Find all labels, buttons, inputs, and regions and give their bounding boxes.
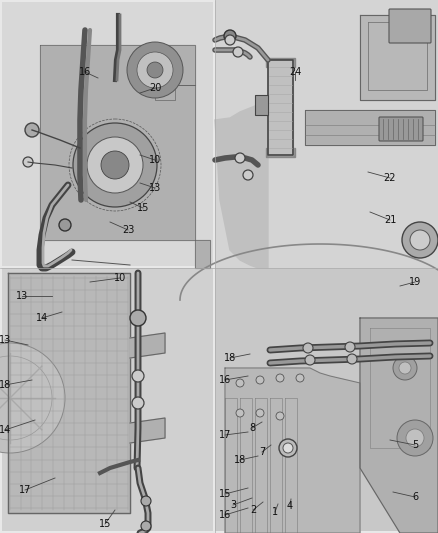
Circle shape xyxy=(130,310,146,326)
Circle shape xyxy=(347,354,357,364)
Circle shape xyxy=(345,342,355,352)
Circle shape xyxy=(243,170,253,180)
Bar xyxy=(215,0,438,268)
Bar xyxy=(2,2,213,266)
Text: 10: 10 xyxy=(114,273,126,283)
Polygon shape xyxy=(266,148,295,157)
Circle shape xyxy=(256,409,264,417)
Text: 6: 6 xyxy=(412,492,418,502)
Circle shape xyxy=(399,362,411,374)
Circle shape xyxy=(73,123,157,207)
Text: 23: 23 xyxy=(122,225,134,235)
Text: 17: 17 xyxy=(19,485,31,495)
Text: 15: 15 xyxy=(99,519,111,529)
Text: 18: 18 xyxy=(224,353,236,363)
Text: 14: 14 xyxy=(0,425,11,435)
Text: 14: 14 xyxy=(36,313,48,323)
Circle shape xyxy=(147,62,163,78)
Circle shape xyxy=(397,420,433,456)
Polygon shape xyxy=(270,398,282,533)
Circle shape xyxy=(276,412,284,420)
Circle shape xyxy=(256,376,264,384)
Polygon shape xyxy=(130,333,165,358)
Polygon shape xyxy=(240,398,252,533)
Text: 16: 16 xyxy=(219,510,231,520)
Circle shape xyxy=(410,230,430,250)
Text: 13: 13 xyxy=(149,183,161,193)
Polygon shape xyxy=(360,318,438,533)
Polygon shape xyxy=(360,15,435,100)
Circle shape xyxy=(236,409,244,417)
Circle shape xyxy=(127,42,183,98)
Circle shape xyxy=(141,521,151,531)
Circle shape xyxy=(101,151,129,179)
Text: 24: 24 xyxy=(289,67,301,77)
Circle shape xyxy=(236,379,244,387)
Text: 18: 18 xyxy=(234,455,246,465)
Circle shape xyxy=(25,123,39,137)
Text: 16: 16 xyxy=(79,67,91,77)
Text: 3: 3 xyxy=(230,500,236,510)
Text: 17: 17 xyxy=(219,430,231,440)
Circle shape xyxy=(303,343,313,353)
Circle shape xyxy=(87,137,143,193)
Circle shape xyxy=(305,355,315,365)
Text: 16: 16 xyxy=(219,375,231,385)
Text: 10: 10 xyxy=(149,155,161,165)
Text: 2: 2 xyxy=(250,505,256,515)
Text: 13: 13 xyxy=(16,291,28,301)
Circle shape xyxy=(296,374,304,382)
Circle shape xyxy=(233,47,243,57)
Polygon shape xyxy=(215,100,268,268)
Circle shape xyxy=(137,52,173,88)
Text: 1: 1 xyxy=(272,507,278,517)
Circle shape xyxy=(141,496,151,506)
Text: 21: 21 xyxy=(384,215,396,225)
Text: 15: 15 xyxy=(137,203,149,213)
Text: 20: 20 xyxy=(149,83,161,93)
FancyBboxPatch shape xyxy=(379,117,423,141)
Polygon shape xyxy=(130,418,165,443)
FancyBboxPatch shape xyxy=(389,9,431,43)
Polygon shape xyxy=(225,368,360,533)
Bar xyxy=(255,95,268,115)
Polygon shape xyxy=(225,398,237,533)
Circle shape xyxy=(225,35,235,45)
Circle shape xyxy=(283,443,293,453)
Polygon shape xyxy=(266,58,295,67)
Circle shape xyxy=(23,157,33,167)
Polygon shape xyxy=(268,60,293,155)
Circle shape xyxy=(235,153,245,163)
Polygon shape xyxy=(285,398,297,533)
Text: 19: 19 xyxy=(409,277,421,287)
Polygon shape xyxy=(305,110,435,145)
Text: 5: 5 xyxy=(412,440,418,450)
Text: 13: 13 xyxy=(0,335,11,345)
Circle shape xyxy=(276,374,284,382)
Text: 15: 15 xyxy=(219,489,231,499)
Circle shape xyxy=(402,222,438,258)
Bar xyxy=(2,268,213,531)
Circle shape xyxy=(279,439,297,457)
Polygon shape xyxy=(40,45,210,268)
Circle shape xyxy=(132,370,144,382)
Circle shape xyxy=(224,30,236,42)
Circle shape xyxy=(59,219,71,231)
Text: 18: 18 xyxy=(0,380,11,390)
Circle shape xyxy=(0,343,65,453)
Text: 4: 4 xyxy=(287,501,293,511)
Circle shape xyxy=(132,397,144,409)
Circle shape xyxy=(406,429,424,447)
Text: 7: 7 xyxy=(259,447,265,457)
Text: 22: 22 xyxy=(384,173,396,183)
Circle shape xyxy=(393,356,417,380)
Polygon shape xyxy=(255,398,267,533)
Polygon shape xyxy=(8,273,130,513)
Bar xyxy=(215,268,438,531)
Text: 8: 8 xyxy=(249,423,255,433)
